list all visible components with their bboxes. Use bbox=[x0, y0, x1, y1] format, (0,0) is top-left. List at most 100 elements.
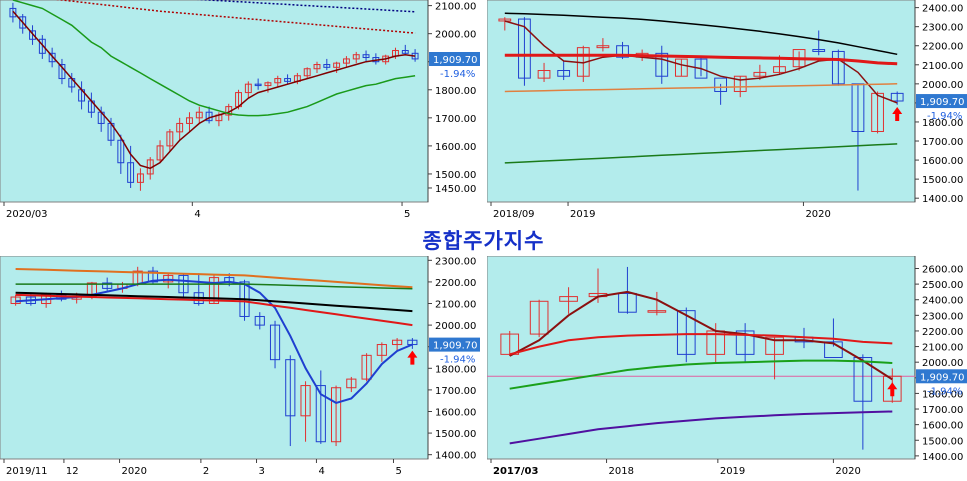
candle-body bbox=[136, 173, 144, 183]
candle-body bbox=[254, 315, 265, 326]
candle-body bbox=[102, 282, 113, 289]
candle-body bbox=[48, 52, 56, 63]
candle-body bbox=[831, 50, 845, 85]
y-tick-label: 2300.00 bbox=[922, 23, 963, 34]
candle-body bbox=[890, 92, 904, 102]
change-percent-label: -1.94% bbox=[440, 355, 475, 366]
candle-body bbox=[208, 277, 220, 305]
y-tick-label: 2600.00 bbox=[922, 264, 963, 275]
y-tick-label: 1400.00 bbox=[435, 451, 476, 462]
last-price-badge bbox=[916, 369, 967, 384]
candle-body bbox=[127, 162, 135, 183]
candle-body bbox=[19, 16, 27, 29]
plot-area bbox=[0, 0, 429, 203]
last-price-label: 1,909.70 bbox=[433, 341, 478, 352]
x-tick-label: 2018/09 bbox=[493, 209, 535, 220]
y-tick-label: 1600.00 bbox=[435, 407, 476, 418]
candle-body bbox=[518, 18, 531, 79]
moving-average-line bbox=[509, 333, 893, 356]
candle-body bbox=[851, 83, 865, 132]
x-tick-label: 2019 bbox=[720, 466, 745, 477]
weekly-chart-panel: 2300.002200.002100.002000.001900.001800.… bbox=[0, 256, 480, 481]
candle-body bbox=[9, 7, 17, 18]
x-tick-label: 3 bbox=[259, 466, 265, 477]
candle-body bbox=[166, 131, 174, 147]
candle-body bbox=[186, 117, 193, 124]
y-tick-label: 2100.00 bbox=[922, 61, 963, 72]
candle-body bbox=[274, 78, 282, 84]
candle-body bbox=[333, 62, 341, 68]
moving-average-line bbox=[504, 53, 898, 66]
y-tick-label: 2000.00 bbox=[435, 321, 476, 332]
x-tick-label: 5 bbox=[404, 209, 410, 220]
y-tick-label: 1800.00 bbox=[922, 118, 963, 129]
up-arrow-icon bbox=[887, 382, 898, 397]
candle-body bbox=[86, 282, 98, 297]
candle-body bbox=[156, 145, 164, 161]
y-tick-label: 2100.00 bbox=[435, 2, 476, 13]
candle-body bbox=[537, 70, 551, 79]
candle-body bbox=[655, 52, 669, 77]
y-tick-label: 1600.00 bbox=[922, 156, 963, 167]
x-tick-label: 5 bbox=[395, 466, 401, 477]
y-tick-label: 2400.00 bbox=[922, 4, 963, 15]
y-tick-label: 1400.00 bbox=[922, 194, 963, 205]
y-tick-label: 1600.00 bbox=[435, 142, 476, 153]
candle-body bbox=[38, 38, 46, 54]
x-tick-label: 2018 bbox=[609, 466, 634, 477]
candle-body bbox=[694, 58, 708, 79]
candle-body bbox=[559, 296, 578, 302]
candle-body bbox=[376, 344, 387, 356]
chart-svg: 2600.00 2500.00 2400.00 2300.00 2200.00 2100.… bbox=[487, 256, 967, 477]
candle-body bbox=[244, 83, 252, 94]
candle-body bbox=[300, 385, 311, 417]
moving-average-line bbox=[15, 268, 413, 289]
moving-average-line bbox=[12, 0, 416, 117]
y-tick-label: 2000.00 bbox=[922, 358, 963, 369]
last-price-badge bbox=[429, 337, 480, 352]
candle-body bbox=[285, 359, 296, 417]
x-tick-label: 2020 bbox=[122, 466, 147, 477]
moving-average-line bbox=[196, 0, 416, 13]
y-tick-label: 1500.00 bbox=[435, 429, 476, 440]
candle-body bbox=[647, 310, 667, 313]
candle-body bbox=[714, 77, 728, 92]
up-arrow-icon bbox=[407, 350, 418, 365]
candle-body bbox=[346, 378, 357, 389]
candle-body bbox=[195, 111, 203, 119]
y-tick-label: 1450.00 bbox=[435, 184, 476, 195]
candle-body bbox=[596, 45, 610, 49]
y-tick-label: 1700.00 bbox=[922, 137, 963, 148]
moving-average-line bbox=[15, 283, 413, 290]
y-tick-label: 1800.00 bbox=[435, 86, 476, 97]
candle-body bbox=[882, 375, 902, 402]
y-tick-label: 1700.00 bbox=[435, 386, 476, 397]
candle-body bbox=[264, 82, 272, 87]
y-tick-label: 1500.00 bbox=[922, 436, 963, 447]
change-percent-label: -1.94% bbox=[927, 386, 962, 397]
y-tick-label: 2400.00 bbox=[922, 296, 963, 307]
moving-average-line bbox=[504, 143, 898, 164]
y-tick-label: 2200.00 bbox=[435, 278, 476, 289]
candle-body bbox=[392, 339, 403, 346]
moving-average-line bbox=[509, 410, 893, 445]
candle-body bbox=[812, 49, 826, 52]
moving-average-line bbox=[15, 291, 413, 313]
last-price-badge bbox=[429, 52, 480, 67]
y-tick-label: 2000.00 bbox=[435, 30, 476, 41]
candle-body bbox=[323, 64, 331, 68]
y-tick-label: 1800.00 bbox=[922, 389, 963, 400]
moving-average-line bbox=[509, 290, 893, 381]
candle-body bbox=[529, 300, 549, 335]
candle-body bbox=[557, 70, 571, 77]
plot-area bbox=[487, 256, 916, 460]
candle-body bbox=[352, 54, 360, 60]
candle-body bbox=[753, 71, 767, 77]
y-tick-label: 2200.00 bbox=[922, 327, 963, 338]
x-tick-label: 2020 bbox=[805, 209, 830, 220]
candle-body bbox=[303, 68, 311, 77]
y-tick-label: 1500.00 bbox=[435, 170, 476, 181]
y-tick-label: 2100.00 bbox=[435, 300, 476, 311]
y-tick-label: 1800.00 bbox=[435, 364, 476, 375]
moving-average-line bbox=[12, 10, 416, 170]
